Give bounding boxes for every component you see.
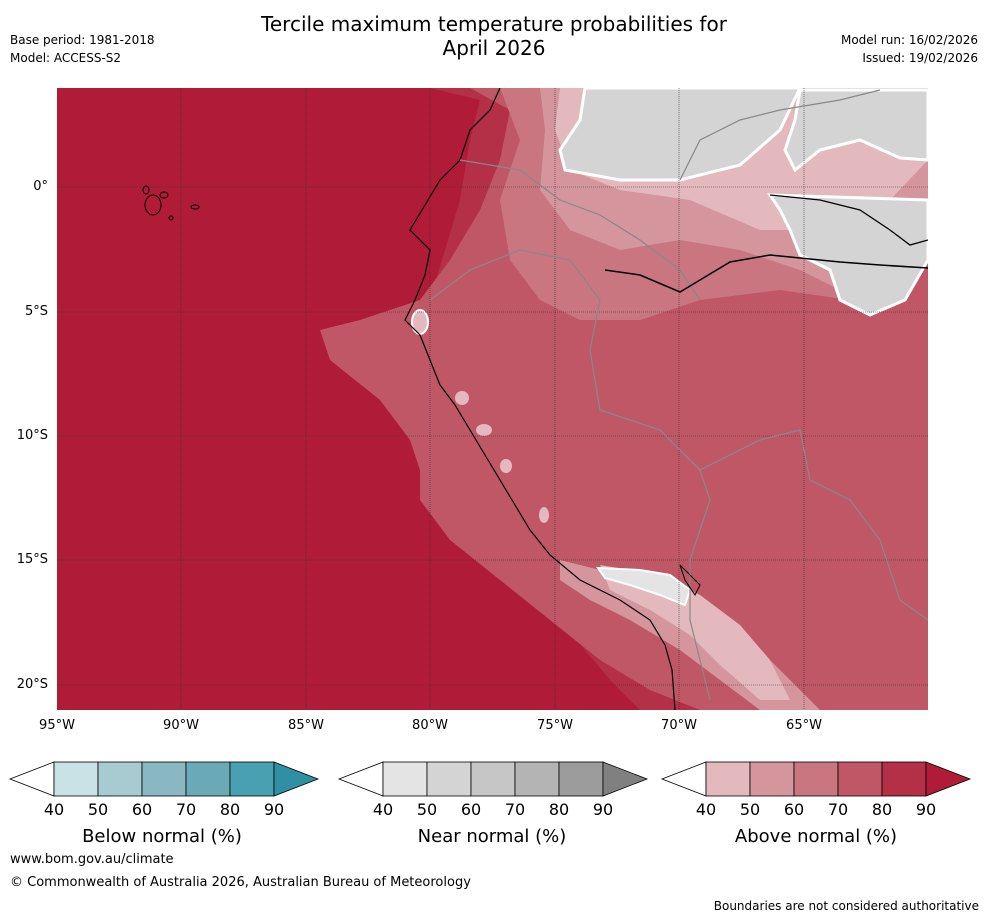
above-normal-label: Above normal (%)	[734, 826, 898, 847]
lat-label: 10°S	[16, 428, 48, 443]
map-title: Tercile maximum temperature probabilitie…	[0, 12, 988, 60]
near-normal-north	[558, 88, 802, 182]
colorbar-near	[337, 761, 649, 797]
near-normal-spot-4	[500, 459, 512, 473]
near-bar-extend-high	[602, 761, 649, 797]
tick-label: 50	[87, 800, 109, 819]
above-bar-segment	[749, 761, 795, 797]
above-bar-extend-low	[660, 761, 707, 797]
galapagos-islands	[142, 185, 200, 221]
lon-label: 80°W	[412, 718, 448, 733]
above-bar-segment	[837, 761, 883, 797]
tick-label: 50	[739, 800, 761, 819]
tick-label: 80	[548, 800, 570, 819]
tick-label: 80	[871, 800, 893, 819]
below-bar-extend-high	[273, 761, 320, 797]
lon-label: 85°W	[288, 718, 324, 733]
below-normal-label: Below normal (%)	[82, 826, 242, 847]
near-normal-northeast	[783, 88, 928, 173]
issued-date: Issued: 19/02/2026	[862, 51, 978, 65]
title-line-1: Tercile maximum temperature probabilitie…	[261, 12, 727, 36]
near-bar-segment	[514, 761, 560, 797]
near-normal-spot-1	[411, 309, 429, 335]
lon-label: 65°W	[786, 718, 822, 733]
tick-label: 90	[263, 800, 285, 819]
disclaimer: Boundaries are not considered authoritat…	[713, 899, 979, 913]
lat-label: 20°S	[16, 677, 48, 692]
tick-label: 60	[131, 800, 153, 819]
above-bar-segment	[881, 761, 927, 797]
tick-label: 60	[460, 800, 482, 819]
lon-label: 70°W	[661, 718, 697, 733]
below-bar-segment	[53, 761, 99, 797]
tick-label: 70	[504, 800, 526, 819]
near-bar-segment	[426, 761, 472, 797]
below-bar-segment	[185, 761, 231, 797]
lon-label: 75°W	[537, 718, 573, 733]
tick-label: 80	[219, 800, 241, 819]
tick-label: 70	[175, 800, 197, 819]
colorbar-below	[8, 761, 320, 797]
website-link[interactable]: www.bom.gov.au/climate	[10, 852, 174, 867]
near-normal-spot-2	[455, 391, 469, 405]
base-period: Base period: 1981-2018	[10, 33, 155, 47]
graticule	[57, 88, 928, 710]
tick-label: 90	[592, 800, 614, 819]
below-bar-segment	[97, 761, 143, 797]
colorbars	[8, 761, 972, 797]
copyright: © Commonwealth of Australia 2026, Austra…	[10, 875, 471, 890]
near-normal-andes	[596, 566, 692, 607]
lat-label: 15°S	[16, 552, 48, 567]
coastline	[404, 88, 676, 710]
near-normal-spot-3	[476, 424, 492, 436]
tick-label: 50	[416, 800, 438, 819]
colorbar-above	[660, 761, 972, 797]
amazon-river-upper	[769, 194, 928, 246]
lon-label: 90°W	[163, 718, 199, 733]
near-bar-extend-low	[337, 761, 384, 797]
model-name: Model: ACCESS-S2	[10, 51, 122, 65]
tick-label: 40	[695, 800, 717, 819]
tick-label: 40	[43, 800, 65, 819]
below-bar-extend-low	[8, 761, 55, 797]
below-bar-segment	[229, 761, 275, 797]
contour-above-40-south	[600, 565, 790, 700]
meta-right: Model run: 16/02/2026 Issued: 19/02/2026	[841, 31, 978, 67]
above-bar-segment	[793, 761, 839, 797]
below-bar-segment	[141, 761, 187, 797]
meta-left: Base period: 1981-2018 Model: ACCESS-S2	[10, 31, 155, 67]
near-normal-spot-5	[539, 507, 549, 523]
lat-label: 5°S	[24, 304, 48, 319]
tick-label: 70	[827, 800, 849, 819]
near-normal-amazon	[767, 193, 928, 317]
country-borders	[429, 89, 928, 701]
near-bar-segment	[382, 761, 428, 797]
amazon-river	[604, 254, 928, 293]
above-bar-extend-high	[925, 761, 972, 797]
lon-label: 95°W	[39, 718, 75, 733]
near-normal-label: Near normal (%)	[417, 826, 567, 847]
near-bar-segment	[470, 761, 516, 797]
above-bar-segment	[705, 761, 751, 797]
near-bar-segment	[558, 761, 604, 797]
model-run: Model run: 16/02/2026	[840, 33, 978, 47]
tick-label: 40	[372, 800, 394, 819]
lake-titicaca	[679, 564, 701, 596]
title-line-2: April 2026	[442, 36, 546, 60]
lat-label: 0°	[33, 179, 48, 194]
tick-label: 60	[783, 800, 805, 819]
tick-label: 90	[915, 800, 937, 819]
